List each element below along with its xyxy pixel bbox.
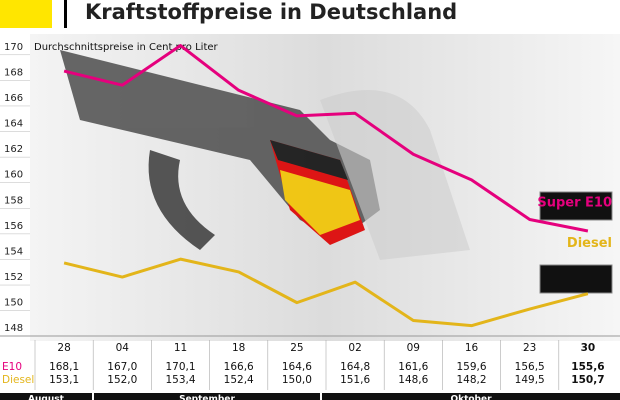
value-label: 153,4 bbox=[165, 374, 195, 386]
value-label: 150,7 bbox=[571, 374, 604, 386]
series-line bbox=[63, 257, 589, 328]
x-tick-label: 04 bbox=[116, 342, 130, 354]
value-label: 161,6 bbox=[398, 361, 428, 373]
x-tick-label: 18 bbox=[232, 342, 245, 354]
value-label: 155,6 bbox=[571, 361, 604, 373]
y-tick-label: 148 bbox=[4, 323, 23, 334]
x-tick-label: 09 bbox=[407, 342, 420, 354]
row-label: Diesel bbox=[2, 374, 34, 386]
x-tick-label: 30 bbox=[581, 342, 596, 354]
row-label: E10 bbox=[2, 361, 22, 373]
value-label: 159,6 bbox=[456, 361, 486, 373]
value-label: 156,5 bbox=[515, 361, 545, 373]
value-label: 153,1 bbox=[49, 374, 79, 386]
y-tick-label: 158 bbox=[4, 195, 23, 206]
month-bar bbox=[322, 393, 620, 400]
month-label: August bbox=[28, 395, 65, 400]
y-tick-label: 150 bbox=[4, 298, 23, 309]
display-box bbox=[539, 264, 613, 294]
series-line bbox=[63, 44, 589, 233]
nozzle-illustration bbox=[60, 50, 470, 260]
x-tick-label: 16 bbox=[465, 342, 479, 354]
value-label: 149,5 bbox=[515, 374, 545, 386]
x-tick-label: 11 bbox=[174, 342, 187, 354]
x-tick-label: 25 bbox=[290, 342, 303, 354]
accent-square bbox=[0, 0, 52, 28]
y-tick-label: 160 bbox=[4, 170, 23, 181]
x-tick-label: 28 bbox=[57, 342, 70, 354]
value-label: 164,8 bbox=[340, 361, 370, 373]
value-label: 166,6 bbox=[224, 361, 254, 373]
y-tick-label: 154 bbox=[4, 246, 23, 257]
value-label: 168,1 bbox=[49, 361, 79, 373]
y-tick-label: 152 bbox=[4, 272, 23, 283]
y-tick-label: 162 bbox=[4, 144, 23, 155]
month-label: September bbox=[179, 395, 235, 400]
month-label: Oktober bbox=[450, 395, 492, 400]
legend-label: Super E10 bbox=[537, 195, 612, 210]
value-label: 164,6 bbox=[282, 361, 312, 373]
value-label: 170,1 bbox=[165, 361, 195, 373]
y-tick-label: 156 bbox=[4, 221, 23, 232]
subtitle: Durchschnittspreise in Cent pro Liter bbox=[34, 42, 219, 53]
value-label: 152,4 bbox=[224, 374, 254, 386]
value-label: 150,0 bbox=[282, 374, 312, 386]
title-divider bbox=[64, 0, 67, 28]
month-bar bbox=[94, 393, 320, 400]
y-tick-label: 168 bbox=[4, 67, 23, 78]
x-tick-label: 23 bbox=[523, 342, 536, 354]
y-tick-label: 170 bbox=[4, 42, 23, 53]
y-tick-label: 166 bbox=[4, 93, 23, 104]
x-tick-label: 02 bbox=[348, 342, 361, 354]
value-label: 148,2 bbox=[456, 374, 486, 386]
y-tick-label: 164 bbox=[4, 119, 23, 130]
value-label: 151,6 bbox=[340, 374, 370, 386]
display-box bbox=[539, 191, 613, 221]
legend-label: Diesel bbox=[567, 236, 612, 251]
chart-title: Kraftstoffpreise in Deutschland bbox=[85, 0, 457, 24]
value-label: 152,0 bbox=[107, 374, 137, 386]
value-label: 167,0 bbox=[107, 361, 137, 373]
month-bar bbox=[0, 393, 92, 400]
value-label: 148,6 bbox=[398, 374, 428, 386]
